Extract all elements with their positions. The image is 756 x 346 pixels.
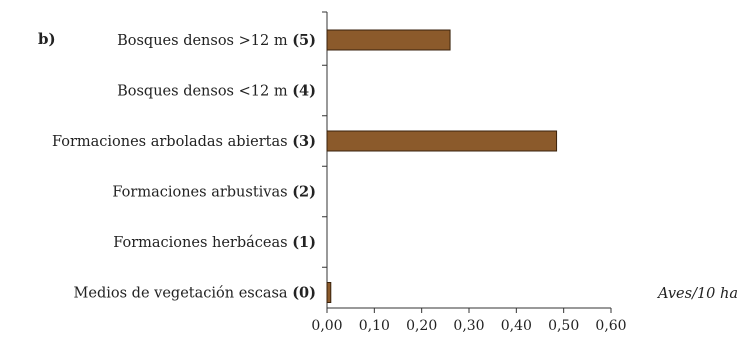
- axes: [322, 11, 612, 313]
- x-tick-label: 0,10: [359, 318, 390, 334]
- unit-label: Aves/10 ha: [656, 286, 738, 302]
- tick-labels: 0,00 0,10 0,20 0,30 0,40 0,50 0,60: [311, 318, 626, 334]
- bar: [326, 130, 558, 152]
- x-tick-label: 0,50: [548, 318, 579, 334]
- category-label: Formaciones arbustivas (2): [112, 184, 316, 201]
- bar: [326, 282, 332, 303]
- x-tick-label: 0,40: [501, 318, 532, 334]
- category-labels: Bosques densos >12 m (5) Bosques densos <…: [52, 32, 316, 302]
- x-tick-label: 0,00: [311, 318, 342, 334]
- category-label: Medios de vegetación escasa (0): [74, 285, 316, 302]
- x-tick-label: 0,30: [453, 318, 484, 334]
- bars: [326, 29, 558, 303]
- category-label: Formaciones herbáceas (1): [113, 234, 316, 251]
- panel-label: b): [38, 30, 56, 48]
- x-tick-label: 0,20: [406, 318, 437, 334]
- category-label: Formaciones arboladas abiertas (3): [52, 133, 316, 150]
- category-label: Bosques densos <12 m (4): [117, 83, 316, 100]
- category-label: Bosques densos >12 m (5): [117, 32, 316, 49]
- x-tick-label: 0,60: [595, 318, 626, 334]
- bar: [326, 29, 451, 51]
